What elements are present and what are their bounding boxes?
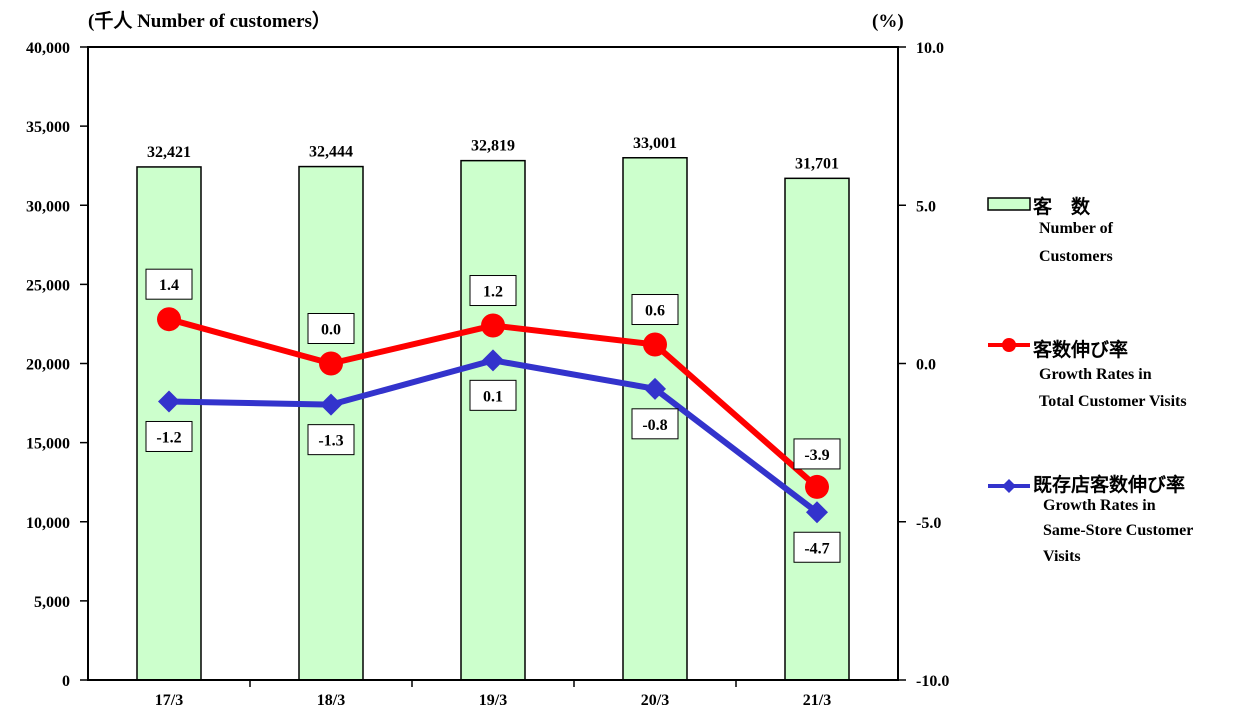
line1-data-label: 1.2 (483, 284, 503, 301)
legend-line2-en-3: Visits (1043, 548, 1081, 565)
series-2-point (320, 393, 342, 416)
series-1-point (481, 313, 505, 338)
series-2-point (158, 390, 180, 413)
legend-bar-swatch (987, 197, 1031, 211)
line1-data-label: -3.9 (804, 447, 829, 464)
bar-19/3 (460, 159, 526, 681)
line2-data-label-box (145, 420, 193, 452)
bar-value-label: 32,444 (309, 144, 353, 161)
left-axis-tick-label: 20,000 (26, 357, 70, 374)
legend-bars-en-1: Number of (1039, 220, 1113, 237)
left-axis-tick-label: 25,000 (26, 277, 70, 294)
x-axis-category-label: 20/3 (641, 692, 669, 709)
line1-data-label: 1.4 (159, 277, 179, 294)
series-2-point (482, 349, 504, 372)
line1-data-label: 0.0 (321, 322, 341, 339)
legend-bars-en-2: Customers (1039, 248, 1113, 265)
left-axis-tick-label: 10,000 (26, 515, 70, 532)
right-axis-tick-label: 5.0 (916, 198, 936, 215)
line2-data-label-box (793, 531, 841, 563)
line1-data-label-box (793, 438, 841, 470)
legend-line1-marker (1002, 338, 1016, 352)
bar-21/3 (784, 177, 850, 681)
line2-data-label: -1.3 (318, 433, 343, 450)
line1-data-label: 0.6 (645, 303, 665, 320)
line1-data-label-box (631, 294, 679, 326)
bar-value-label: 32,819 (471, 138, 515, 155)
line2-data-label-box (631, 408, 679, 440)
legend-line2-en-2: Same-Store Customer (1043, 522, 1194, 539)
series-1-point (643, 332, 667, 357)
series-2-point (806, 501, 828, 524)
legend-line2-jp: 既存店客数伸び率 (1033, 475, 1186, 496)
x-axis-category-label: 17/3 (155, 692, 183, 709)
left-axis-tick-label: 0 (62, 673, 70, 690)
legend-line1-en-2: Total Customer Visits (1039, 393, 1187, 410)
series-1-point (157, 307, 181, 332)
bar-value-label: 31,701 (795, 155, 839, 172)
right-axis-title: (%) (872, 11, 904, 32)
line2-data-label: -0.8 (642, 417, 667, 434)
left-axis-tick-label: 15,000 (26, 436, 70, 453)
line1-data-label-box (145, 268, 193, 300)
left-axis-tick-label: 35,000 (26, 119, 70, 136)
line2-data-label: 0.1 (483, 388, 503, 405)
line1-data-label-box (469, 275, 517, 307)
line1-data-label-box (307, 313, 355, 344)
x-axis-category-label: 21/3 (803, 692, 831, 709)
legend-line1-en-1: Growth Rates in (1039, 366, 1152, 383)
left-axis-title: (千人 Number of customers） (88, 9, 331, 32)
x-axis-category-label: 19/3 (479, 692, 507, 709)
plot-area-frame (87, 46, 899, 681)
x-axis-category-label: 18/3 (317, 692, 345, 709)
left-axis-tick-label: 5,000 (34, 594, 70, 611)
legend-line2-en-1: Growth Rates in (1043, 497, 1156, 514)
right-axis-tick-label: 10.0 (916, 40, 944, 57)
right-axis-tick-label: -5.0 (916, 515, 941, 532)
line2-data-label-box (307, 424, 355, 456)
bar-18/3 (298, 165, 364, 681)
legend-line2-marker (1002, 479, 1016, 493)
legend-bars-jp: 客 数 (1033, 197, 1091, 218)
bar-value-label: 32,421 (147, 144, 191, 161)
bar-value-label: 33,001 (633, 135, 677, 152)
series-1-point (319, 351, 343, 376)
line2-data-label: -1.2 (156, 429, 181, 446)
left-axis-tick-label: 40,000 (26, 40, 70, 57)
right-axis-tick-label: -10.0 (916, 673, 949, 690)
series-2-point (644, 377, 666, 400)
right-axis-tick-label: 0.0 (916, 357, 936, 374)
series-1-point (805, 474, 829, 499)
line2-data-label-box (469, 379, 517, 411)
legend-line1-jp: 客数伸び率 (1033, 340, 1129, 361)
line2-data-label: -4.7 (804, 540, 829, 557)
left-axis-tick-label: 30,000 (26, 198, 70, 215)
